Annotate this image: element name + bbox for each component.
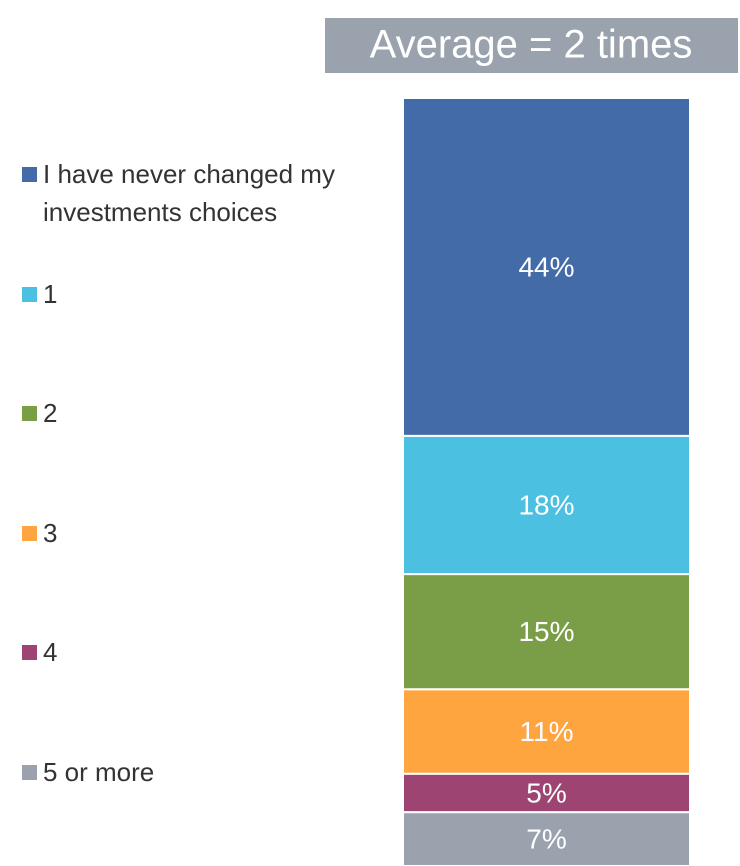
legend-item: 1 xyxy=(22,275,362,313)
legend-item: I have never changed my investments choi… xyxy=(22,155,362,231)
legend-item: 3 xyxy=(22,514,362,552)
legend-swatch xyxy=(22,525,37,541)
legend-label: 5 or more xyxy=(43,756,155,787)
legend-swatch xyxy=(22,286,37,302)
legend-swatch xyxy=(22,645,37,660)
legend-swatch xyxy=(22,406,37,421)
data-label: 18% xyxy=(518,489,574,520)
legend-swatch xyxy=(22,764,37,780)
annotation: Average = 2 times xyxy=(370,23,693,67)
bar-segment xyxy=(402,434,691,576)
data-label: 44% xyxy=(518,251,574,282)
data-label: 5% xyxy=(526,777,566,808)
data-label: 7% xyxy=(526,824,566,855)
legend-swatch xyxy=(22,167,37,182)
legend-item: 5 or more xyxy=(22,753,362,791)
legend-label: 2 xyxy=(43,398,58,428)
legend-label: 3 xyxy=(43,517,58,548)
legend-label: I have never changed my investments choi… xyxy=(43,159,335,227)
legend-item: 2 xyxy=(22,394,362,432)
legend-label: 4 xyxy=(43,637,58,667)
legend-label: 1 xyxy=(43,278,58,309)
data-label: 15% xyxy=(518,616,574,647)
bar-segment xyxy=(402,573,691,691)
data-label: 11% xyxy=(520,716,574,747)
annotation-box xyxy=(325,18,738,73)
bar-segment xyxy=(402,97,691,437)
legend-item: 4 xyxy=(22,633,362,671)
